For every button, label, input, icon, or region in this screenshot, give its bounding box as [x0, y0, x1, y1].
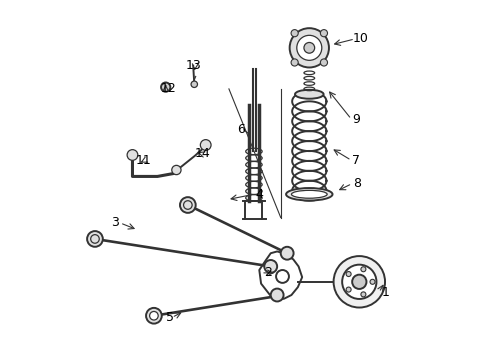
Circle shape — [291, 30, 298, 37]
Text: 5: 5 — [166, 311, 174, 324]
Circle shape — [297, 35, 322, 60]
Circle shape — [361, 292, 366, 297]
Ellipse shape — [286, 188, 333, 201]
Circle shape — [146, 308, 162, 324]
Text: 10: 10 — [353, 32, 369, 45]
Text: 6: 6 — [238, 123, 245, 136]
Text: 12: 12 — [160, 82, 176, 95]
Circle shape — [346, 271, 351, 276]
Text: 14: 14 — [194, 147, 210, 160]
Text: 13: 13 — [185, 59, 201, 72]
Circle shape — [304, 42, 315, 53]
Text: 1: 1 — [382, 286, 390, 299]
Circle shape — [370, 279, 375, 284]
Circle shape — [127, 150, 138, 160]
Text: 8: 8 — [353, 177, 362, 190]
Circle shape — [320, 59, 327, 66]
Text: 7: 7 — [352, 154, 360, 167]
Ellipse shape — [295, 90, 323, 99]
Text: 9: 9 — [352, 113, 360, 126]
Circle shape — [180, 197, 196, 213]
Circle shape — [270, 289, 284, 301]
Circle shape — [352, 275, 367, 289]
Circle shape — [281, 247, 294, 260]
Circle shape — [361, 267, 366, 272]
Circle shape — [291, 59, 298, 66]
Ellipse shape — [292, 190, 327, 198]
Circle shape — [161, 82, 171, 92]
Circle shape — [276, 270, 289, 283]
Text: 2: 2 — [264, 266, 272, 279]
Circle shape — [200, 140, 211, 150]
Text: 3: 3 — [111, 216, 119, 229]
Circle shape — [320, 30, 327, 37]
Circle shape — [191, 81, 197, 87]
Circle shape — [342, 265, 376, 299]
Circle shape — [149, 311, 158, 320]
Text: 11: 11 — [135, 154, 151, 167]
Circle shape — [346, 287, 351, 292]
Circle shape — [290, 28, 329, 67]
Circle shape — [334, 256, 385, 307]
Circle shape — [87, 231, 103, 247]
Circle shape — [172, 165, 181, 175]
Circle shape — [264, 260, 277, 273]
Text: 4: 4 — [255, 188, 263, 201]
